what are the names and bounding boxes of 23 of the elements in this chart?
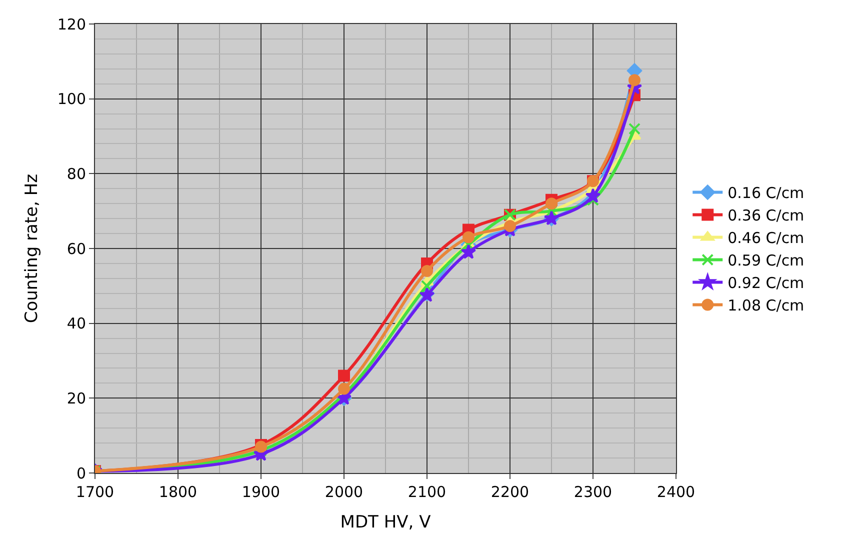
x-tick-label: 1700 xyxy=(76,483,114,501)
x-tick-label: 2100 xyxy=(408,483,446,501)
legend-label: 0.16 C/cm xyxy=(728,184,804,202)
x-axis-title: MDT HV, V xyxy=(340,512,432,532)
x-tick-label: 2300 xyxy=(574,483,612,501)
y-tick-label: 40 xyxy=(66,314,86,333)
y-tick-label: 0 xyxy=(76,464,86,482)
x-tick-label: 1800 xyxy=(158,483,198,501)
y-tick-label: 100 xyxy=(57,90,86,108)
legend-label: 0.59 C/cm xyxy=(728,252,804,270)
legend-label: 0.46 C/cm xyxy=(728,229,804,248)
y-axis-title: Counting rate, Hz xyxy=(22,174,42,324)
legend-label: 1.08 C/cm xyxy=(728,296,804,315)
x-tick-label: 2400 xyxy=(656,483,696,501)
x-tick-label: 2200 xyxy=(490,483,530,501)
x-tick-label: 2000 xyxy=(324,483,364,501)
legend-label: 0.36 C/cm xyxy=(728,206,804,225)
y-tick-label: 20 xyxy=(66,389,86,408)
y-tick-label: 120 xyxy=(57,15,86,34)
legend-label: 0.92 C/cm xyxy=(728,274,804,292)
y-tick-label: 60 xyxy=(66,240,86,258)
y-tick-label: 80 xyxy=(66,164,86,183)
x-tick-label: 1900 xyxy=(242,483,280,501)
